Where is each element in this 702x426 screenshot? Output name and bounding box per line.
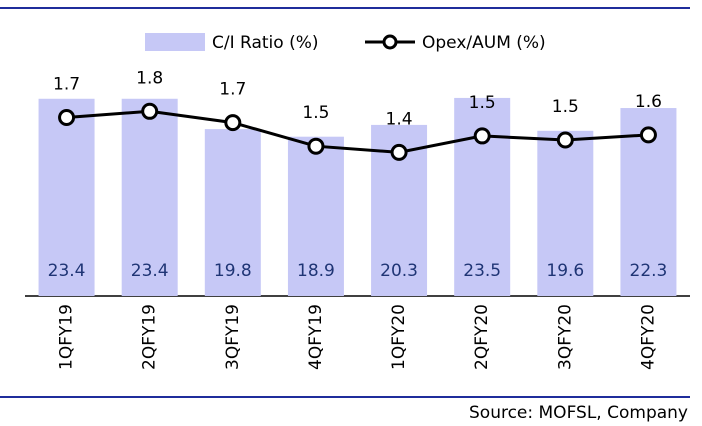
bar-value-label: 19.6 [546,261,584,281]
x-tick-label: 2QFY20 [472,304,492,370]
line-value-label: 1.5 [302,103,329,123]
bar-value-label: 23.4 [131,261,169,281]
bar-value-label: 20.3 [380,261,418,281]
legend-swatch-marker [382,34,398,50]
line-marker [307,137,325,155]
line-marker [473,127,491,145]
line-value-label: 1.5 [469,93,496,113]
line-value-label: 1.6 [635,92,662,112]
line-marker [58,108,76,126]
line [66,109,649,154]
legend-label: C/I Ratio (%) [212,33,318,53]
line-marker [224,114,242,132]
line-marker [390,143,408,161]
x-tick-label: 4QFY20 [638,304,658,370]
x-tick-label: 3QFY20 [555,304,575,370]
bar [287,136,344,296]
source: Source: MOFSL, Company [469,403,688,423]
bar [38,98,95,297]
line-value-label: 1.7 [53,74,80,94]
line-value-label: 1.4 [386,109,413,129]
x-tick-label: 1QFY19 [57,304,77,370]
line-marker [639,126,657,144]
bar-value-label: 23.4 [48,261,86,281]
line-value-label: 1.5 [552,97,579,117]
bar [121,98,178,297]
x-tick-label: 3QFY19 [223,304,243,370]
x-tick-label: 4QFY19 [306,304,326,370]
bar [204,129,261,296]
legend-swatch [145,33,205,51]
line-value-label: 1.7 [219,80,246,100]
bar-value-label: 23.5 [463,261,501,281]
x-tick-label: 2QFY19 [140,304,160,370]
bar [537,130,594,296]
line-marker [556,131,574,149]
bar-value-label: 18.9 [297,261,335,281]
legend-label: Opex/AUM (%) [422,33,546,53]
bar-value-label: 19.8 [214,261,252,281]
bar-value-label: 22.3 [630,261,668,281]
x-tick-label: 1QFY20 [389,304,409,370]
line-value-label: 1.8 [136,68,163,88]
line-marker [141,102,159,120]
